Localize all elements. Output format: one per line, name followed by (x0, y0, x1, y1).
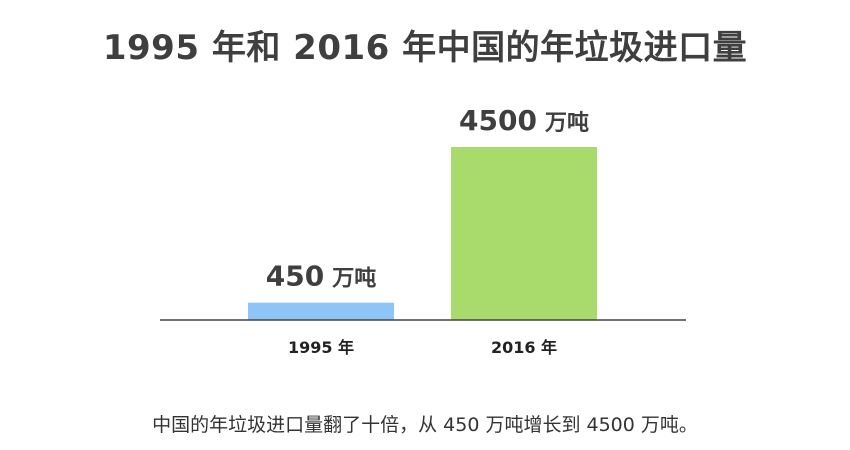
bar-1 (451, 147, 597, 320)
bar-0 (248, 302, 394, 320)
x-tick-label-0: 1995 年 (288, 338, 354, 357)
data-label-unit-0: 万吨 (331, 267, 376, 292)
x-tick-label-1: 2016 年 (491, 338, 557, 357)
data-label-0: 450 万吨 (266, 260, 376, 293)
data-label-1: 4500 万吨 (459, 104, 589, 137)
chart-caption: 中国的年垃圾进口量翻了十倍，从 450 万吨增长到 4500 万吨。 (152, 414, 698, 436)
chart-title: 1995 年和 2016 年中国的年垃圾进口量 (102, 28, 748, 68)
data-label-unit-1: 万吨 (544, 111, 589, 136)
data-label-number-0: 450 (266, 260, 324, 293)
data-label-number-1: 4500 (459, 104, 537, 137)
